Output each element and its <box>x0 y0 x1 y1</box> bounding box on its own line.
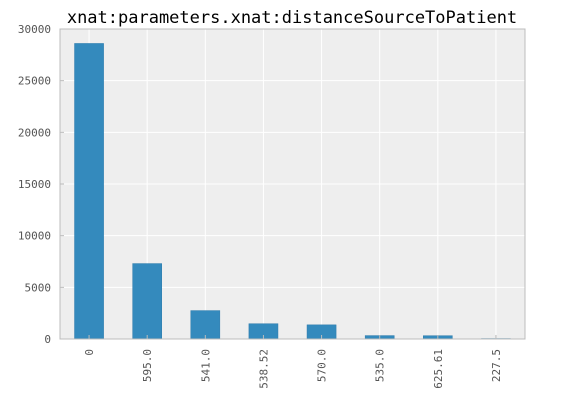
bar-3 <box>191 311 220 339</box>
bar-1 <box>75 43 104 339</box>
x-tick-label: 538.52 <box>257 349 270 389</box>
x-tick-label: 227.5 <box>490 349 503 382</box>
y-tick-label: 30000 <box>18 23 51 36</box>
y-tick-label: 15000 <box>18 178 51 191</box>
y-tick-label: 25000 <box>18 75 51 88</box>
y-tick-label: 10000 <box>18 230 51 243</box>
x-tick-label: 535.0 <box>374 349 387 382</box>
x-tick-label: 541.0 <box>199 349 212 382</box>
y-tick-label: 5000 <box>25 281 52 294</box>
y-tick-label: 0 <box>44 333 51 346</box>
bar-2 <box>133 264 162 339</box>
chart-title: xnat:parameters.xnat:distanceSourceToPat… <box>67 8 517 28</box>
x-tick-label: 595.0 <box>141 349 154 382</box>
y-tick-label: 20000 <box>18 126 51 139</box>
x-tick-label: 570.0 <box>316 349 329 382</box>
x-tick-label: 0 <box>83 349 96 356</box>
x-tick-label: 625.61 <box>432 349 445 389</box>
